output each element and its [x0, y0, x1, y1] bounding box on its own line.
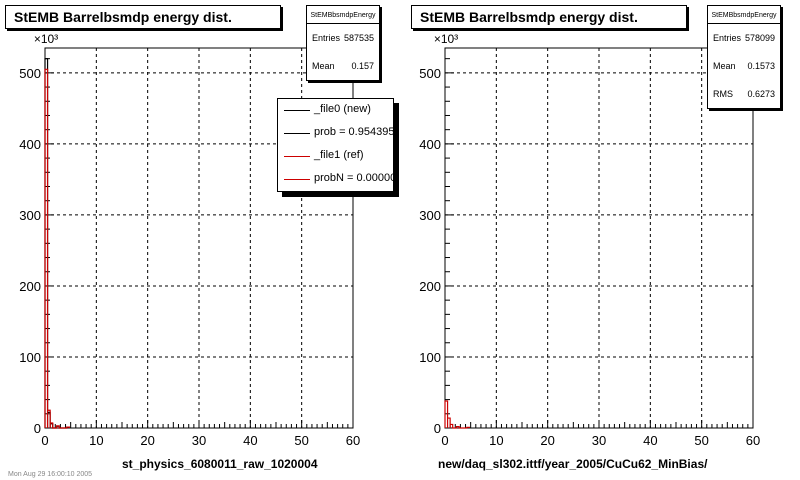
x-tick-label: 20 [540, 433, 554, 448]
y-tick-label: 100 [419, 350, 441, 365]
stats-box: StEMBbsmdpEnergy Entries 587535 Mean 0.1… [306, 5, 380, 81]
stats-mean-label: Mean [312, 61, 335, 71]
y-tick-label: 0 [434, 421, 441, 436]
legend-entry: probN = 0.000000 [278, 168, 393, 191]
stats-box: StEMBbsmdpEnergy Entries 578099 Mean 0.1… [707, 5, 781, 109]
x-axis-title: new/daq_sl302.ittf/year_2005/CuCu62_MinB… [438, 457, 708, 471]
stats-mean-row: Mean 0.157 [307, 52, 379, 80]
stats-entries-value: 587535 [343, 33, 374, 43]
y-tick-label: 500 [419, 66, 441, 81]
legend-entry: _file1 (ref) [278, 145, 393, 168]
legend-line-black [284, 110, 310, 111]
histogram-series [444, 400, 470, 429]
x-tick-label: 30 [192, 433, 206, 448]
legend-line-black [284, 133, 310, 134]
y-tick-label: 0 [34, 421, 41, 436]
stats-entries-value: 578099 [744, 33, 775, 43]
stats-title: StEMBbsmdpEnergy [307, 6, 379, 24]
plot-area [445, 48, 753, 428]
histogram-right-plot: 0 10 20 30 40 50 60 0 100 200 300 400 500 ×10³ [419, 32, 760, 448]
stats-rms-label: RMS [713, 89, 733, 99]
histogram-panel-right: 0 10 20 30 40 50 60 0 100 200 300 400 500 ×10³ StEMB … [400, 0, 800, 480]
y-tick-label: 400 [419, 137, 441, 152]
legend-label: _file1 (ref) [314, 149, 364, 161]
legend-label: _file0 (new) [314, 103, 371, 115]
histogram-panel-left: 0 10 20 30 40 50 60 0 100 200 300 400 500 ×10³ StEMB … [5, 5, 394, 471]
x-tick-label: 60 [746, 433, 760, 448]
legend-line-red [284, 156, 310, 157]
plot-title: StEMB Barrelbsmdp energy dist. [5, 5, 281, 29]
legend-line-red [284, 179, 310, 180]
stats-entries-label: Entries [312, 33, 341, 43]
stats-mean-label: Mean [713, 61, 736, 71]
timestamp-footer: Mon Aug 29 16:00:10 2005 [8, 471, 93, 478]
stats-rms-row: RMS 0.6273 [708, 80, 780, 108]
legend-entry: _file0 (new) [278, 99, 393, 122]
x-tick-label: 50 [294, 433, 308, 448]
y-tick-label: 200 [419, 279, 441, 294]
stats-mean-value: 0.157 [351, 61, 374, 71]
x-tick-label: 60 [346, 433, 360, 448]
y-tick-label: 300 [419, 208, 441, 223]
x-tick-label: 20 [140, 433, 154, 448]
y-tick-label: 500 [19, 66, 41, 81]
plot-title: StEMB Barrelbsmdp energy dist. [411, 5, 687, 29]
stats-entries-label: Entries [713, 33, 742, 43]
histogram-series [44, 68, 70, 429]
x-tick-label: 50 [694, 433, 708, 448]
legend-entry: prob = 0.954395 [278, 122, 393, 145]
x-tick-label: 10 [89, 433, 103, 448]
y-axis-multiplier: ×10³ [34, 32, 58, 46]
y-tick-label: 400 [19, 137, 41, 152]
legend-label: prob = 0.954395 [314, 126, 394, 138]
x-tick-label: 40 [643, 433, 657, 448]
stats-entries-row: Entries 578099 [708, 24, 780, 52]
x-tick-label: 0 [441, 433, 448, 448]
x-tick-label: 0 [41, 433, 48, 448]
stats-entries-row: Entries 587535 [307, 24, 379, 52]
x-axis-title: st_physics_6080011_raw_1020004 [122, 457, 318, 471]
stats-rms-value: 0.6273 [747, 89, 775, 99]
legend: _file0 (new) prob = 0.954395 _file1 (ref… [277, 98, 394, 192]
y-axis-multiplier: ×10³ [434, 32, 458, 46]
stats-title: StEMBbsmdpEnergy [708, 6, 780, 24]
stats-mean-value: 0.1573 [747, 61, 775, 71]
legend-label: probN = 0.000000 [314, 172, 394, 184]
stats-mean-row: Mean 0.1573 [708, 52, 780, 80]
x-tick-label: 10 [489, 433, 503, 448]
y-tick-label: 200 [19, 279, 41, 294]
x-tick-label: 40 [243, 433, 257, 448]
y-tick-label: 300 [19, 208, 41, 223]
y-tick-label: 100 [19, 350, 41, 365]
x-tick-label: 30 [592, 433, 606, 448]
